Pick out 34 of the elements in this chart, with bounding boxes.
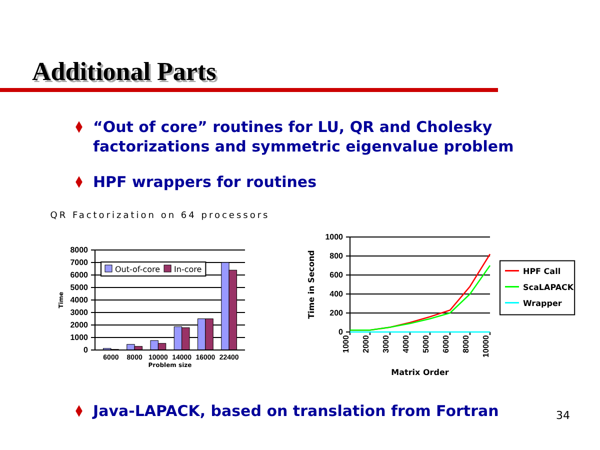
- y-tick-label: 200: [330, 308, 344, 318]
- y-tick-label: 7000: [70, 258, 89, 268]
- x-axis-title: Matrix Order: [391, 368, 449, 377]
- y-tick-label: 1000: [325, 232, 344, 242]
- x-tick-label: 10000: [481, 334, 490, 358]
- y-tick-label: 2000: [70, 320, 89, 330]
- y-tick-label: 5000: [70, 283, 89, 292]
- y-tick-label: 800: [330, 252, 344, 261]
- legend-label: In-core: [174, 265, 202, 274]
- x-tick-label: 8000: [461, 334, 470, 353]
- y-tick-label: 6000: [70, 270, 89, 280]
- chart-title: QR Factorization on 64 processors: [50, 211, 270, 221]
- legend-label: Out-of-core: [115, 265, 160, 274]
- y-tick-label: 0: [84, 346, 89, 355]
- x-tick-label: 6000: [441, 334, 450, 353]
- x-tick-label: 4000: [401, 334, 410, 353]
- text: Java-LAPACK, based on translation from Fortran: [92, 402, 499, 420]
- text: 34: [556, 409, 570, 422]
- text: HPF wrappers for routines: [93, 173, 317, 191]
- x-tick-label: 3000: [381, 334, 390, 353]
- y-tick-label: 0: [338, 328, 344, 337]
- y-tick-label: 3000: [70, 308, 89, 318]
- x-tick-label: 5000: [421, 334, 430, 353]
- y-axis-title: Time in Second: [307, 250, 316, 319]
- y-tick-label: 4000: [70, 296, 89, 305]
- x-tick-label: 2000: [361, 334, 370, 353]
- y-tick-label: 8000: [70, 246, 89, 255]
- text: “Out of core” routines for LU, QR and Cholesky factorizations and symmetric eigenvalue problem: [93, 118, 514, 156]
- legend-label: HPF Call: [523, 266, 561, 276]
- y-tick-label: 600: [330, 270, 344, 280]
- text: Additional Parts: [32, 57, 216, 86]
- y-tick-label: 400: [330, 290, 344, 299]
- legend-label: Wrapper: [523, 298, 562, 308]
- legend-label: ScaLAPACK: [523, 282, 574, 292]
